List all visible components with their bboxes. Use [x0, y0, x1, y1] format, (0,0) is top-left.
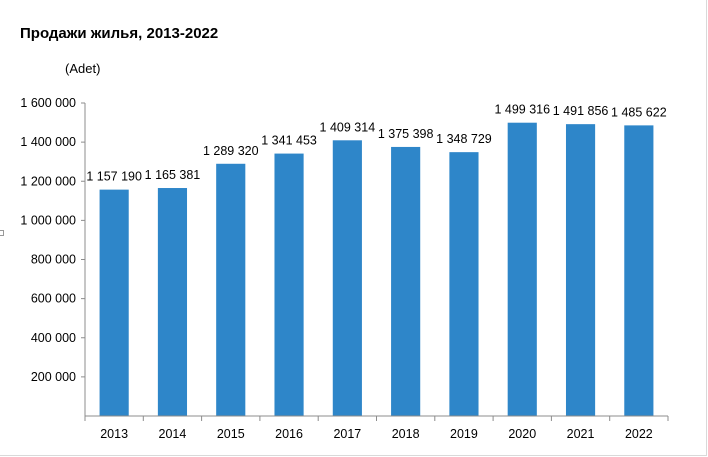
y-tick-label: 800 000: [31, 253, 76, 267]
chart-title: Продажи жилья, 2013-2022: [20, 25, 218, 42]
x-tick-label: 2022: [625, 427, 653, 441]
bar-2017: [332, 140, 362, 416]
y-tick-label: 1 200 000: [20, 174, 76, 188]
y-tick-label: 200 000: [31, 370, 76, 384]
data-label-2014: 1 165 381: [145, 168, 201, 182]
x-tick-label: 2016: [275, 427, 303, 441]
bar-2014: [157, 188, 188, 416]
data-label-2013: 1 157 190: [86, 170, 142, 184]
x-axis: 2013 2014 2015 2016 2017 2018 2019 2020 2021 2022: [84, 415, 669, 441]
bar-2018: [391, 146, 421, 417]
x-tick-label: 2017: [333, 427, 361, 441]
bar-2016: [274, 153, 304, 417]
unit-label: (Adet): [65, 61, 100, 76]
bar-2019: [449, 152, 479, 416]
x-tick-label: 2021: [567, 427, 595, 441]
x-tick-label: 2014: [159, 427, 187, 441]
bar-2021: [565, 124, 596, 416]
data-label-2018: 1 375 398: [378, 127, 434, 141]
y-tick-label: 1 600 000: [20, 96, 76, 110]
data-label-2020: 1 499 316: [494, 103, 550, 117]
y-tick-label: 600 000: [31, 292, 76, 306]
y-axis: 200 000 400 000 600 000 800 000 1 000 000 1 2…: [20, 96, 86, 416]
y-tick-label: 1 000 000: [20, 213, 76, 227]
data-label-2021: 1 491 856: [553, 104, 609, 118]
x-tick-label: 2015: [217, 427, 245, 441]
x-tick-label: 2018: [392, 427, 420, 441]
bar-2022: [624, 125, 654, 417]
data-label-2017: 1 409 314: [320, 120, 376, 134]
data-label-2015: 1 289 320: [203, 144, 259, 158]
x-tick-label: 2013: [100, 427, 128, 441]
data-label-2016: 1 341 453: [261, 134, 317, 148]
y-tick-label: 1 400 000: [20, 135, 76, 149]
x-tick-label: 2020: [508, 427, 536, 441]
x-tick-label: 2019: [450, 427, 478, 441]
bar-2013: [99, 189, 129, 416]
y-tick-label: 400 000: [31, 331, 76, 345]
bar-2015: [216, 163, 246, 416]
bar-2020: [507, 122, 537, 417]
data-label-2022: 1 485 622: [611, 105, 667, 119]
resize-handle: [0, 230, 4, 236]
data-label-2019: 1 348 729: [436, 132, 492, 146]
